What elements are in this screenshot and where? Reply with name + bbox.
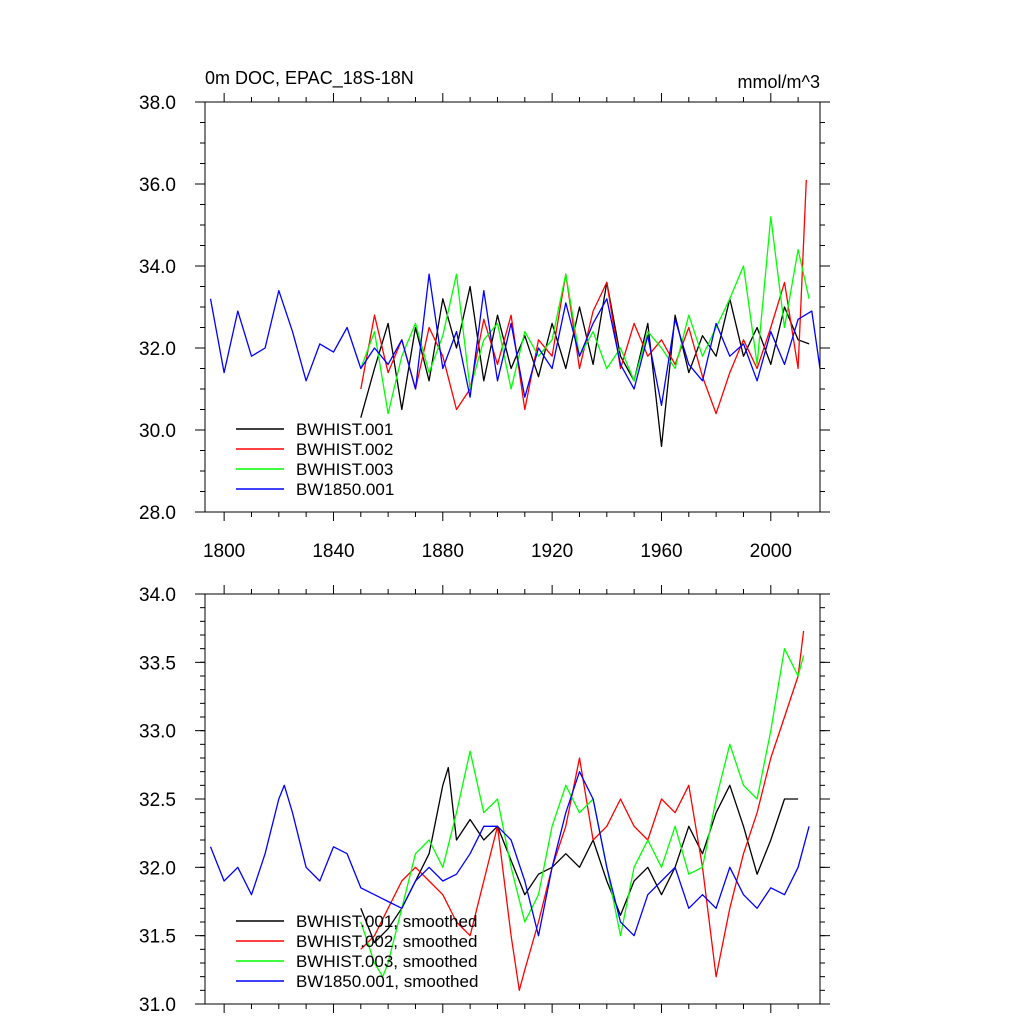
panel-bottom-y-tick-label: 33.5 xyxy=(139,653,176,674)
panel-top-y-tick-label: 30.0 xyxy=(139,421,176,442)
panel-bottom-y-tick-label: 32.5 xyxy=(139,790,176,811)
panel-bottom-legend-label: BWHIST.001, smoothed xyxy=(296,912,477,931)
panel-top-x-tick-label: 1960 xyxy=(640,541,682,562)
panel-top-y-tick-label: 38.0 xyxy=(139,93,176,114)
panel-top: 0m DOC, EPAC_18S-18N mmol/m^3 1800 1840 18… xyxy=(139,68,830,562)
panel-bottom-y-tick-label: 33.0 xyxy=(139,722,176,743)
panel-top-x-tick-label: 2000 xyxy=(750,541,792,562)
panel-top-legend-label: BWHIST.003 xyxy=(296,460,393,479)
panel-top-y-ticks: 28.0 30.0 32.0 34.0 36.0 38.0 xyxy=(139,93,830,524)
panel-bottom: 31.0 31.5 32.0 32.5 33.0 33.5 34.0 BWHIST.001,… xyxy=(139,585,830,1016)
panel-bottom-series-line-2 xyxy=(360,648,805,978)
panel-top-legend-label: BWHIST.002 xyxy=(296,440,393,459)
panel-top-legend-label: BWHIST.001 xyxy=(296,420,393,439)
panel-bottom-legend-label: BWHIST.002, smoothed xyxy=(296,932,477,951)
panel-top-y-tick-label: 32.0 xyxy=(139,339,176,360)
panel-bottom-series xyxy=(209,630,810,991)
panel-bottom-y-tick-label: 34.0 xyxy=(139,585,176,606)
panel-bottom-y-tick-label: 32.0 xyxy=(139,858,176,879)
panel-bottom-y-tick-label: 31.5 xyxy=(139,927,176,948)
panel-top-x-tick-label: 1920 xyxy=(531,541,573,562)
panel-top-title: 0m DOC, EPAC_18S-18N xyxy=(205,68,414,89)
panel-bottom-x-ticks xyxy=(223,585,799,1013)
panel-top-y-tick-label: 28.0 xyxy=(139,503,176,524)
panel-top-series-line-2 xyxy=(360,216,810,415)
panel-top-y-tick-label: 36.0 xyxy=(139,175,176,196)
panel-top-series-line-3 xyxy=(209,273,821,407)
panel-top-x-tick-label: 1840 xyxy=(312,541,354,562)
panel-top-series-line-1 xyxy=(360,179,807,415)
panel-bottom-y-tick-label: 31.0 xyxy=(139,995,176,1016)
panel-top-legend-label: BW1850.001 xyxy=(296,480,394,499)
panel-top-series xyxy=(209,179,821,448)
panel-top-y-tick-label: 34.0 xyxy=(139,257,176,278)
panel-top-x-tick-label: 1800 xyxy=(203,541,245,562)
panel-bottom-legend-label: BW1850.001, smoothed xyxy=(296,972,478,991)
panel-bottom-series-line-1 xyxy=(360,630,805,991)
panel-bottom-y-ticks: 31.0 31.5 32.0 32.5 33.0 33.5 34.0 xyxy=(139,585,830,1016)
panel-bottom-series-line-3 xyxy=(209,771,810,937)
panel-top-x-tick-label: 1880 xyxy=(422,541,464,562)
panel-bottom-legend-label: BWHIST.003, smoothed xyxy=(296,952,477,971)
panel-top-units: mmol/m^3 xyxy=(738,72,820,92)
panel-top-series-line-0 xyxy=(360,281,810,448)
panel-top-x-ticks: 1800 1840 1880 1920 1960 2000 xyxy=(203,93,799,562)
panel-bottom-series-line-0 xyxy=(360,766,799,944)
